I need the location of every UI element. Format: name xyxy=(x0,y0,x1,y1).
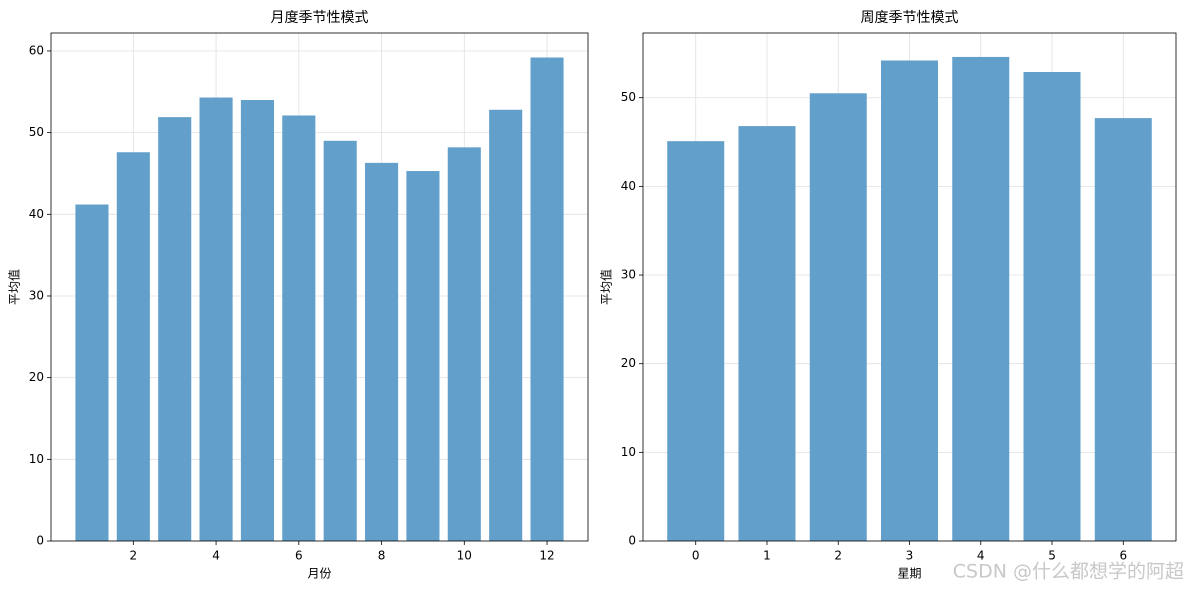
y-tick-label: 20 xyxy=(29,370,44,384)
y-axis-label: 平均值 xyxy=(7,269,22,305)
bar xyxy=(406,171,440,541)
y-tick-label: 10 xyxy=(29,452,44,466)
y-axis-label: 平均值 xyxy=(599,269,614,305)
bar xyxy=(199,97,233,541)
bar xyxy=(530,57,564,541)
bar xyxy=(240,99,274,541)
bar xyxy=(323,140,357,541)
y-tick-label: 0 xyxy=(628,534,636,548)
y-tick-label: 0 xyxy=(36,534,44,548)
x-tick-label: 8 xyxy=(378,549,386,563)
x-tick-label: 5 xyxy=(1048,549,1056,563)
y-tick-label: 10 xyxy=(621,445,636,459)
bar xyxy=(1094,118,1152,541)
bar xyxy=(75,204,109,541)
bar xyxy=(158,117,192,541)
chart-title: 月度季节性模式 xyxy=(271,10,369,26)
x-tick-label: 10 xyxy=(457,549,472,563)
x-tick-label: 6 xyxy=(295,549,303,563)
y-tick-label: 40 xyxy=(621,179,636,193)
x-tick-label: 4 xyxy=(977,549,985,563)
bar xyxy=(1023,72,1081,541)
y-tick-label: 30 xyxy=(621,268,636,282)
x-axis-label: 月份 xyxy=(307,567,331,581)
x-tick-label: 6 xyxy=(1119,549,1127,563)
bar xyxy=(880,60,939,541)
bar xyxy=(667,141,725,541)
watermark: CSDN @什么都想学的阿超 xyxy=(953,561,1184,583)
y-tick-label: 60 xyxy=(29,43,44,57)
x-tick-label: 4 xyxy=(212,549,220,563)
bar xyxy=(447,147,481,542)
plot-frame xyxy=(642,32,1177,542)
chart-title: 周度季节性模式 xyxy=(861,10,959,26)
x-tick-label: 3 xyxy=(906,549,914,563)
x-tick-label: 12 xyxy=(539,549,554,563)
y-tick-label: 50 xyxy=(29,125,44,139)
y-tick-label: 20 xyxy=(621,356,636,370)
x-tick-label: 2 xyxy=(130,549,138,563)
bar xyxy=(952,56,1010,542)
y-tick-label: 50 xyxy=(621,90,636,104)
bar xyxy=(738,126,796,542)
y-tick-label: 40 xyxy=(29,207,44,221)
x-axis-label: 星期 xyxy=(897,567,921,581)
x-tick-label: 1 xyxy=(763,549,771,563)
y-tick-label: 30 xyxy=(29,288,44,302)
plot-frame xyxy=(50,32,589,542)
x-tick-label: 0 xyxy=(692,549,700,563)
bar xyxy=(282,115,316,542)
bar xyxy=(116,152,150,541)
bar xyxy=(489,109,523,542)
bar xyxy=(809,93,867,542)
x-tick-label: 2 xyxy=(834,549,842,563)
bar xyxy=(365,162,399,541)
